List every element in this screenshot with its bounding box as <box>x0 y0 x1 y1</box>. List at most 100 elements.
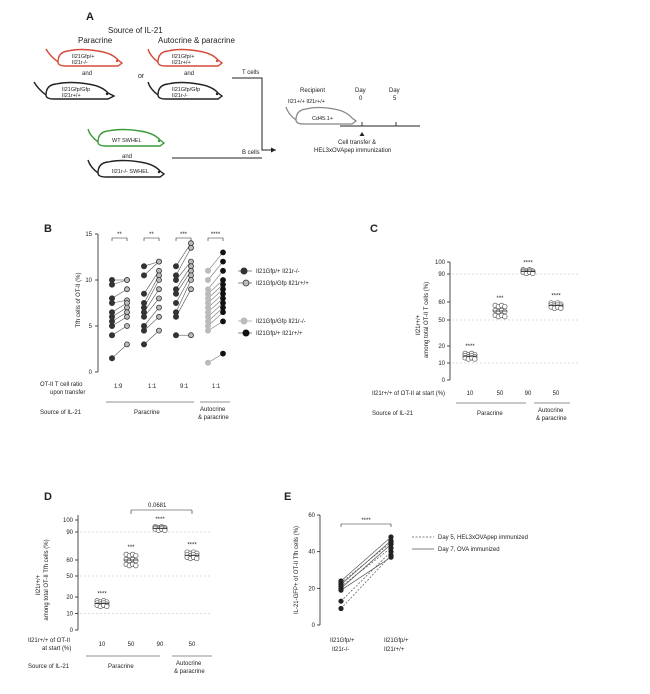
mouse-icon-bcell-top: WT SWHEL <box>87 128 166 147</box>
bcell-top-geno: WT SWHEL <box>112 138 142 144</box>
b-point-left <box>109 323 115 329</box>
point <box>558 305 564 311</box>
b-point-right <box>156 295 162 302</box>
recipient-geno: Il21+/+ Il21r+/+ <box>288 99 325 105</box>
b-group-paracrine: Paracrine <box>134 410 160 416</box>
panel-a: A Source of IL-21 Paracrine Autocrine & … <box>33 11 420 178</box>
auto-top-geno-1: Il21Gfp/+ <box>172 54 194 60</box>
e-point-right <box>388 538 394 544</box>
c-group-auto-2: & paracrine <box>536 416 567 422</box>
b-pair-line <box>143 330 160 345</box>
b-point-right <box>188 277 194 283</box>
b-sig-label: ** <box>117 232 122 238</box>
b-point-right <box>220 267 226 274</box>
e-ytick-label: 20 <box>308 586 315 592</box>
and-text-bcell: and <box>122 154 132 160</box>
e-x1-line1: Il21Gfp/+ <box>330 638 355 644</box>
autocrine-title: Autocrine & paracrine <box>158 36 235 45</box>
e-pair-dashed <box>340 551 392 602</box>
ratio-1: 1:9 <box>114 384 123 390</box>
b-ytick-label: 15 <box>85 232 92 238</box>
t-cell-connector <box>232 77 276 151</box>
point <box>472 356 478 362</box>
legend-1: Il21Gfp/+ Il21r-/- <box>256 269 300 275</box>
xval-label: 10 <box>99 642 106 648</box>
panel-c-ylabel-1: Il21r+/+ <box>416 314 422 335</box>
b-pair-line <box>207 284 224 299</box>
mouse-icon-auto-bottom: Il21Gfp/Gfp Il21r-/- <box>147 81 224 100</box>
b-point-left <box>141 272 147 279</box>
point <box>502 308 508 315</box>
mouse-icon-recipient: Cd45.1+ <box>285 106 358 125</box>
sig-label: **** <box>97 591 107 597</box>
d-source-label: Source of IL-21 <box>28 664 70 670</box>
auto-bottom-geno-1: Il21Gfp/Gfp <box>172 87 200 93</box>
e-legend: Day 5, HEL3xOVApep immunized Day 7, OVA … <box>412 535 528 553</box>
b-point-right <box>156 277 162 283</box>
ratio-label-2: upon transfer <box>50 390 85 396</box>
t-cells-label: T cells <box>242 70 259 76</box>
e-point-right <box>388 554 394 560</box>
e-point-right <box>388 534 394 540</box>
b-point-left <box>205 359 211 366</box>
b-ytick-label: 0 <box>89 370 93 376</box>
e-sig-label: **** <box>361 518 371 524</box>
b-point-right <box>220 258 226 265</box>
panel-e-ylabel: IL-21-GFP+ of OT-II Tfh cells (%) <box>294 526 300 614</box>
b-pair-line <box>207 270 224 290</box>
b-pair-line <box>143 316 160 331</box>
point <box>133 552 139 559</box>
point <box>133 557 139 564</box>
point <box>162 527 168 533</box>
e-point-left <box>338 582 344 588</box>
transfer-line-2: HEL3xOVApep immunization <box>314 148 391 154</box>
sig-label: **** <box>155 517 165 523</box>
para-top-geno-2: Il21r-/- <box>72 60 88 66</box>
panel-c-label: C <box>370 223 378 235</box>
b-pair-line <box>175 279 192 313</box>
b-point-right <box>124 313 130 320</box>
sig-label: **** <box>523 260 533 266</box>
c-group-auto-1: Autocrine <box>538 408 564 414</box>
mouse-icon-para-top: Il21Gfp/+ Il21r-/- <box>45 48 124 67</box>
e-point-left <box>338 598 344 604</box>
b-pair-line <box>207 302 224 318</box>
e-pair-dashed <box>340 555 392 609</box>
b-group-auto-2: & paracrine <box>198 415 229 421</box>
caret-icon <box>359 132 365 136</box>
point <box>502 313 508 320</box>
b-point-left <box>141 327 147 334</box>
b-point-right <box>156 258 162 265</box>
day-label-0: Day <box>355 88 366 94</box>
para-bottom-geno-1: Il21Gfp/Gfp <box>62 87 90 93</box>
b-point-left <box>141 263 147 270</box>
b-point-right <box>220 350 226 357</box>
panel-a-label: A <box>86 11 94 23</box>
b-point-right <box>188 244 194 251</box>
b-pair-line <box>207 279 224 295</box>
recipient-marker: Cd45.1+ <box>312 116 333 122</box>
b-pair-line <box>207 252 224 271</box>
day-label-5: Day <box>389 88 400 94</box>
point <box>194 555 200 562</box>
legend-2: Il21Gfp/Gfp Il21r+/+ <box>256 281 309 287</box>
b-point-left <box>205 327 211 334</box>
b-pair-line <box>207 261 224 281</box>
panel-d-label: D <box>44 491 52 503</box>
b-pair-line <box>175 247 192 276</box>
b-ytick-label: 5 <box>89 324 93 330</box>
point <box>530 270 536 277</box>
panel-d: D Il21r+/+ among total OT-II Tfh cells (… <box>28 491 212 675</box>
legend-3: Il21Gfp/Gfp Il21r-/- <box>256 319 306 325</box>
c-xrow-label: Il21r+/+ of OT-II at start (%) <box>372 391 445 397</box>
b-point-right <box>220 249 226 256</box>
bcell-bottom-geno: Il21r-/- SWHEL <box>112 169 149 175</box>
ytick-label: 90 <box>66 530 73 536</box>
d-group-auto-1: Autocrine <box>176 661 202 667</box>
b-point-left <box>109 332 115 339</box>
sig-label: **** <box>187 543 197 549</box>
b-point-right <box>124 323 130 329</box>
c-group-paracrine: Paracrine <box>477 411 503 417</box>
b-sig-label: **** <box>211 232 221 238</box>
